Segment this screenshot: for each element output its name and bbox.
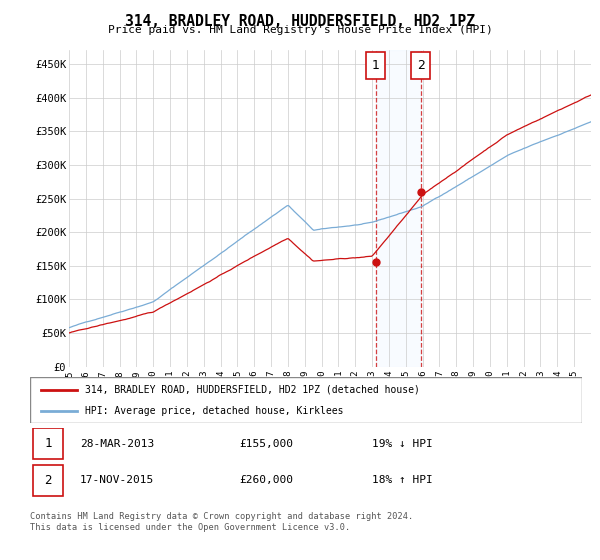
Text: 18% ↑ HPI: 18% ↑ HPI: [372, 475, 433, 485]
Text: 314, BRADLEY ROAD, HUDDERSFIELD, HD2 1PZ: 314, BRADLEY ROAD, HUDDERSFIELD, HD2 1PZ: [125, 14, 475, 29]
FancyBboxPatch shape: [412, 52, 430, 78]
Text: 28-MAR-2013: 28-MAR-2013: [80, 439, 154, 449]
Text: 2: 2: [44, 474, 52, 487]
Text: £260,000: £260,000: [240, 475, 294, 485]
Bar: [376, 50, 421, 367]
Text: 1: 1: [44, 437, 52, 450]
FancyBboxPatch shape: [367, 52, 385, 78]
Text: 19% ↓ HPI: 19% ↓ HPI: [372, 439, 433, 449]
Text: 314, BRADLEY ROAD, HUDDERSFIELD, HD2 1PZ (detached house): 314, BRADLEY ROAD, HUDDERSFIELD, HD2 1PZ…: [85, 385, 420, 395]
FancyBboxPatch shape: [33, 428, 63, 459]
Text: 1: 1: [372, 59, 380, 72]
FancyBboxPatch shape: [33, 465, 63, 496]
Text: Price paid vs. HM Land Registry's House Price Index (HPI): Price paid vs. HM Land Registry's House …: [107, 25, 493, 35]
FancyBboxPatch shape: [30, 377, 582, 423]
Text: £155,000: £155,000: [240, 439, 294, 449]
Text: 2: 2: [417, 59, 425, 72]
Text: 17-NOV-2015: 17-NOV-2015: [80, 475, 154, 485]
Text: Contains HM Land Registry data © Crown copyright and database right 2024.
This d: Contains HM Land Registry data © Crown c…: [30, 512, 413, 532]
Text: HPI: Average price, detached house, Kirklees: HPI: Average price, detached house, Kirk…: [85, 407, 344, 416]
